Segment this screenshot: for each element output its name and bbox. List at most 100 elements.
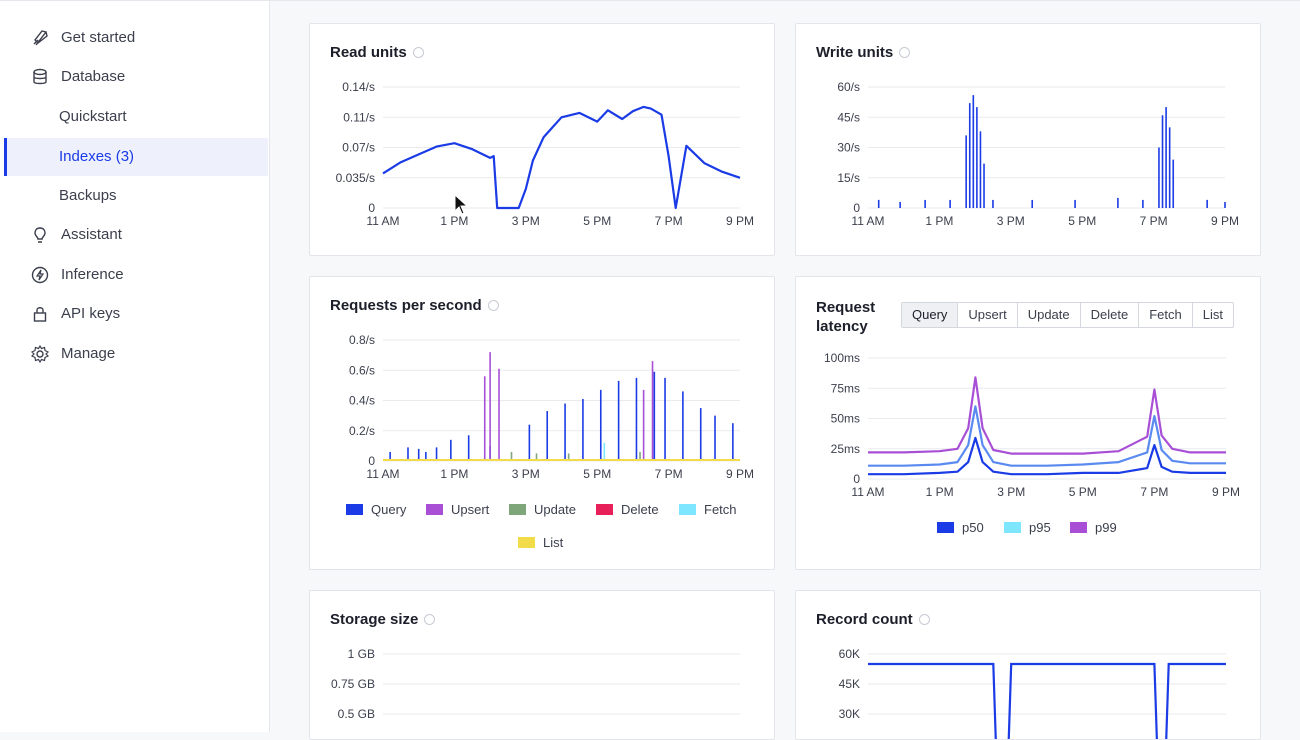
tab-fetch[interactable]: Fetch bbox=[1139, 303, 1193, 327]
write-units-card: Write units 0 15/s 30/s 45/s 60/s 11 AM 1 PM 3 … bbox=[795, 23, 1261, 256]
read-units-chart: 0 0.035/s 0.07/s 0.11/s 0.14/s 11 AM 1 PM 3 PM 5… bbox=[336, 80, 754, 228]
sidebar-item-indexes[interactable]: Indexes (3) bbox=[4, 138, 268, 176]
card-title: Read units bbox=[330, 44, 424, 61]
x-tick-label: 5 PM bbox=[1068, 214, 1096, 228]
y-tick-label: 0.035/s bbox=[336, 171, 375, 185]
y-tick-label: 30/s bbox=[837, 141, 860, 155]
sidebar-item-manage[interactable]: Manage bbox=[4, 335, 268, 373]
x-tick-label: 9 PM bbox=[1211, 214, 1239, 228]
record-count-chart: 60K 45K 30K bbox=[839, 647, 1226, 739]
x-tick-label: 1 PM bbox=[440, 467, 468, 481]
card-title-text: Storage size bbox=[330, 611, 419, 628]
p95-line bbox=[868, 405, 1226, 467]
sidebar-item-database[interactable]: Database bbox=[4, 58, 268, 96]
sidebar-item-label: Database bbox=[61, 68, 126, 85]
x-tick-label: 3 PM bbox=[512, 467, 540, 481]
record-count-card: Record count 60K 45K 30K bbox=[795, 590, 1261, 740]
y-tick-label: 0 bbox=[368, 454, 375, 468]
info-icon[interactable] bbox=[424, 614, 436, 625]
y-tick-label: 50ms bbox=[831, 412, 860, 426]
storage-chart: 1 GB 0.75 GB 0.5 GB bbox=[331, 647, 740, 721]
legend-item-update[interactable]: Update bbox=[509, 502, 576, 517]
info-icon[interactable] bbox=[918, 614, 930, 625]
legend-label: Upsert bbox=[451, 502, 490, 517]
requests-chart: 0 0.2/s 0.4/s 0.6/s 0.8/s 11 AM 1 PM 3 PM 5 PM 7 … bbox=[349, 333, 754, 481]
sidebar-item-backups[interactable]: Backups bbox=[4, 177, 268, 215]
sidebar-item-label: Quickstart bbox=[59, 108, 127, 125]
y-tick-label: 15/s bbox=[837, 171, 860, 185]
y-tick-label: 0 bbox=[853, 472, 860, 486]
mouse-cursor-icon bbox=[454, 194, 469, 215]
latency-chart: 0 25ms 50ms 75ms 100ms 11 AM 1 PM 3 PM 5 PM 7 PM 9… bbox=[824, 351, 1240, 499]
x-tick-label: 7 PM bbox=[655, 467, 683, 481]
card-title: Requests per second bbox=[330, 297, 499, 314]
x-tick-label: 9 PM bbox=[726, 467, 754, 481]
legend-label: Update bbox=[534, 502, 576, 517]
legend-label: Fetch bbox=[704, 502, 737, 517]
legend-item-p99[interactable]: p99 bbox=[1070, 520, 1117, 535]
tab-list[interactable]: List bbox=[1202, 307, 1223, 322]
x-tick-label: 3 PM bbox=[997, 485, 1025, 499]
legend-swatch bbox=[1004, 522, 1021, 533]
legend-swatch bbox=[426, 504, 443, 515]
x-tick-label: 7 PM bbox=[1140, 214, 1168, 228]
y-tick-label: 0.8/s bbox=[349, 333, 375, 347]
p50-line bbox=[868, 436, 1226, 476]
legend-item-query[interactable]: Query bbox=[346, 502, 406, 517]
sidebar-item-api-keys[interactable]: API keys bbox=[4, 295, 268, 333]
read-units-line bbox=[382, 105, 741, 210]
legend-swatch bbox=[937, 522, 954, 533]
sidebar-item-quickstart[interactable]: Quickstart bbox=[4, 98, 268, 136]
legend-item-delete[interactable]: Delete bbox=[596, 502, 659, 517]
tab-update[interactable]: Update bbox=[1018, 303, 1081, 327]
info-icon[interactable] bbox=[487, 300, 499, 311]
rocket-icon bbox=[33, 30, 48, 46]
x-tick-label: 5 PM bbox=[583, 214, 611, 228]
legend-item-upsert[interactable]: Upsert bbox=[426, 502, 489, 517]
legend-label: p95 bbox=[1029, 520, 1051, 535]
legend-item-list[interactable]: List bbox=[518, 535, 563, 550]
card-title-text: Requests per second bbox=[330, 297, 482, 314]
legend-swatch bbox=[596, 504, 613, 515]
record-count-line bbox=[868, 662, 1226, 739]
sidebar-item-label: Manage bbox=[61, 345, 116, 362]
card-title: Storage size bbox=[330, 611, 436, 628]
legend-label: List bbox=[543, 535, 564, 550]
top-border bbox=[0, 0, 1300, 4]
card-title: Record count bbox=[816, 611, 930, 628]
sidebar-item-assistant[interactable]: Assistant bbox=[4, 216, 268, 254]
x-tick-label: 1 PM bbox=[926, 485, 954, 499]
y-tick-label: 0.6/s bbox=[349, 363, 375, 377]
sidebar-item-inference[interactable]: Inference bbox=[4, 256, 268, 294]
x-tick-label: 9 PM bbox=[726, 214, 754, 228]
info-icon[interactable] bbox=[412, 47, 424, 58]
y-tick-label: 0.14/s bbox=[342, 80, 375, 94]
y-tick-label: 60K bbox=[839, 647, 860, 661]
y-tick-label: 0 bbox=[368, 201, 375, 215]
info-icon[interactable] bbox=[899, 47, 911, 58]
tab-upsert[interactable]: Upsert bbox=[958, 303, 1018, 327]
sidebar-item-label: Get started bbox=[61, 29, 136, 46]
legend-item-p95[interactable]: p95 bbox=[1004, 520, 1051, 535]
tab-delete[interactable]: Delete bbox=[1081, 303, 1140, 327]
y-tick-label: 0.75 GB bbox=[331, 677, 375, 691]
lightbulb-icon bbox=[34, 227, 46, 243]
x-tick-label: 3 PM bbox=[997, 214, 1025, 228]
legend-label: Delete bbox=[621, 502, 659, 517]
database-icon bbox=[33, 68, 47, 85]
tab-query[interactable]: Query bbox=[902, 303, 959, 327]
sidebar-item-label: API keys bbox=[61, 305, 121, 322]
sidebar-item-get-started[interactable]: Get started bbox=[4, 19, 268, 57]
lock-icon bbox=[33, 307, 47, 322]
legend-item-fetch[interactable]: Fetch bbox=[679, 502, 737, 517]
sidebar-item-label: Inference bbox=[61, 266, 124, 283]
latency-tab-group: Query Upsert Update Delete Fetch List bbox=[901, 302, 1234, 328]
legend-item-p50[interactable]: p50 bbox=[937, 520, 984, 535]
requests-per-second-card: Requests per second 0 0.2/s 0.4/s 0.6/s 0.8/… bbox=[309, 276, 775, 570]
p99-line bbox=[868, 376, 1226, 455]
storage-size-card: Storage size 1 GB 0.75 GB 0.5 GB bbox=[309, 590, 775, 740]
y-tick-label: 60/s bbox=[837, 80, 860, 94]
legend-swatch bbox=[509, 504, 526, 515]
y-tick-label: 25ms bbox=[831, 442, 860, 456]
y-tick-label: 45/s bbox=[837, 110, 860, 124]
